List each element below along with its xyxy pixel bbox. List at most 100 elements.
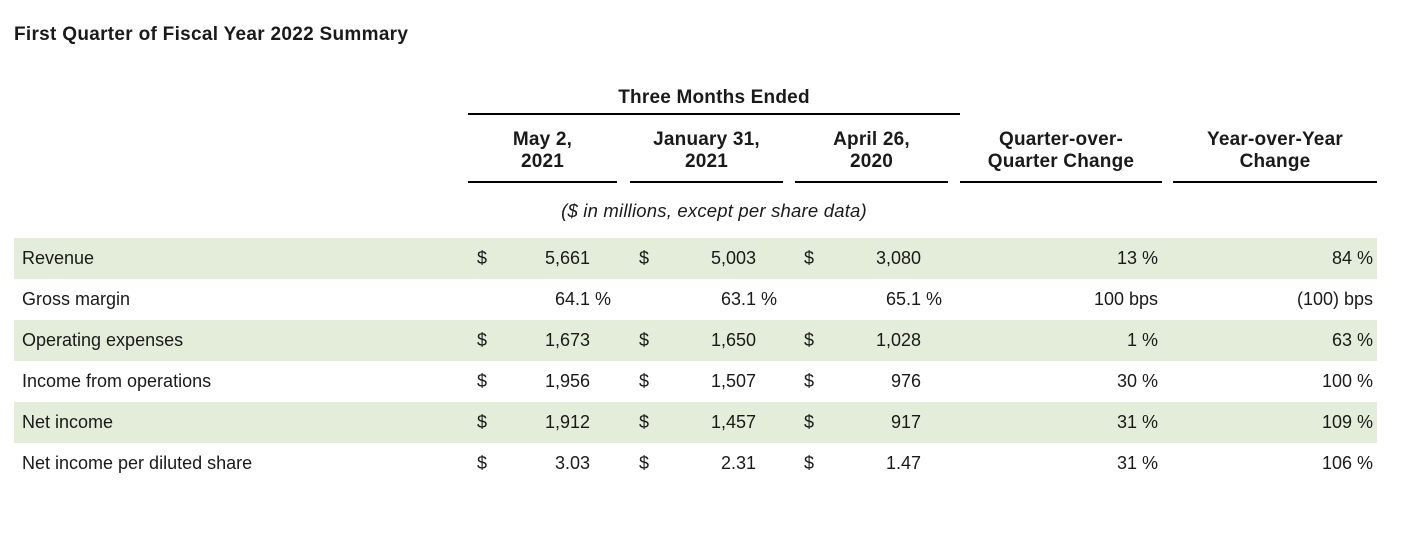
period-header-line2: 2021 xyxy=(520,151,565,172)
period-header-april-26-2020: April 26, 2020 xyxy=(795,115,948,183)
period-header-line1: May 2, xyxy=(512,129,573,150)
percent-suffix xyxy=(921,320,948,361)
value: 1,457 xyxy=(710,412,756,432)
value: 64.1 xyxy=(554,289,590,309)
value: 3.03 xyxy=(554,453,590,473)
currency-symbol: $ xyxy=(477,412,488,432)
value: 5,661 xyxy=(544,248,590,268)
unit-note: ($ in millions, except per share data) xyxy=(561,199,867,221)
currency-symbol xyxy=(468,279,498,320)
qoq-change-value: 13 % xyxy=(1116,248,1158,268)
currency-symbol: $ xyxy=(477,248,488,268)
currency-symbol xyxy=(795,279,825,320)
yoy-header-line1: Year-over-Year xyxy=(1207,129,1343,150)
table-row: Net income per diluted share $ 3.03 $ 2.… xyxy=(14,443,1377,484)
yoy-change-header: Year-over-Year Change xyxy=(1173,115,1377,183)
yoy-change-value: 84 % xyxy=(1331,248,1373,268)
summary-table: Three Months Ended May 2, 2021 January 3… xyxy=(14,83,1377,484)
percent-suffix xyxy=(921,443,948,484)
percent-suffix: % xyxy=(595,289,612,309)
unit-note-row: ($ in millions, except per share data) xyxy=(14,183,1377,238)
table-row: Gross margin 64.1 % 63.1 % 65.1 % 100 bp… xyxy=(14,279,1377,320)
currency-symbol: $ xyxy=(477,453,488,473)
percent-suffix xyxy=(590,443,617,484)
value: 5,003 xyxy=(710,248,756,268)
page-title: First Quarter of Fiscal Year 2022 Summar… xyxy=(14,24,409,45)
qoq-header-line2: Quarter Change xyxy=(987,151,1135,172)
row-label: Gross margin xyxy=(22,289,131,309)
qoq-change-value: 31 % xyxy=(1116,412,1158,432)
period-header-may-2-2021: May 2, 2021 xyxy=(468,115,617,183)
percent-suffix xyxy=(921,361,948,402)
period-header-line2: 2020 xyxy=(849,151,894,172)
table-header-columns-row: May 2, 2021 January 31, 2021 April 26, 2… xyxy=(14,115,1377,183)
currency-symbol xyxy=(630,279,660,320)
percent-suffix xyxy=(756,402,783,443)
value: 917 xyxy=(890,412,921,432)
qoq-change-value: 30 % xyxy=(1116,371,1158,391)
value: 65.1 xyxy=(885,289,921,309)
row-label: Income from operations xyxy=(22,371,212,391)
value: 63.1 xyxy=(720,289,756,309)
row-label: Revenue xyxy=(22,248,95,268)
yoy-change-value: (100) bps xyxy=(1296,289,1373,309)
group-header-three-months-ended: Three Months Ended xyxy=(468,83,960,115)
period-header-january-31-2021: January 31, 2021 xyxy=(630,115,783,183)
percent-suffix xyxy=(756,238,783,279)
qoq-header-line1: Quarter-over- xyxy=(998,129,1124,150)
currency-symbol: $ xyxy=(639,248,650,268)
value: 1,028 xyxy=(875,330,921,350)
value: 1,650 xyxy=(710,330,756,350)
percent-suffix xyxy=(756,443,783,484)
value: 1,507 xyxy=(710,371,756,391)
percent-suffix xyxy=(921,402,948,443)
percent-suffix xyxy=(921,238,948,279)
currency-symbol: $ xyxy=(639,371,650,391)
percent-suffix xyxy=(590,402,617,443)
percent-suffix xyxy=(756,320,783,361)
percent-suffix: % xyxy=(761,289,778,309)
currency-symbol: $ xyxy=(804,248,815,268)
currency-symbol: $ xyxy=(477,371,488,391)
value: 1.47 xyxy=(885,453,921,473)
currency-symbol: $ xyxy=(804,453,815,473)
period-header-line1: January 31, xyxy=(653,129,760,150)
period-header-line1: April 26, xyxy=(833,129,910,150)
value: 976 xyxy=(890,371,921,391)
currency-symbol: $ xyxy=(639,330,650,350)
row-label: Operating expenses xyxy=(22,330,184,350)
yoy-change-value: 106 % xyxy=(1321,453,1373,473)
row-label: Net income per diluted share xyxy=(22,453,253,473)
qoq-change-header: Quarter-over- Quarter Change xyxy=(960,115,1162,183)
value: 1,912 xyxy=(544,412,590,432)
qoq-change-value: 100 bps xyxy=(1093,289,1158,309)
value: 1,673 xyxy=(544,330,590,350)
percent-suffix xyxy=(590,238,617,279)
currency-symbol: $ xyxy=(804,371,815,391)
yoy-change-value: 63 % xyxy=(1331,330,1373,350)
currency-symbol: $ xyxy=(477,330,488,350)
currency-symbol: $ xyxy=(804,412,815,432)
yoy-change-value: 100 % xyxy=(1321,371,1373,391)
table-row: Income from operations $ 1,956 $ 1,507 $… xyxy=(14,361,1377,402)
table-header-group-row: Three Months Ended xyxy=(14,83,1377,115)
row-label: Net income xyxy=(22,412,114,432)
value: 1,956 xyxy=(544,371,590,391)
currency-symbol: $ xyxy=(639,453,650,473)
value: 2.31 xyxy=(720,453,756,473)
financial-summary-page: { "page": { "title": "First Quarter of F… xyxy=(0,24,1402,534)
yoy-header-line2: Change xyxy=(1239,151,1311,172)
table-row: Net income $ 1,912 $ 1,457 $ 917 31 % 10… xyxy=(14,402,1377,443)
table-row: Revenue $ 5,661 $ 5,003 $ 3,080 13 % 84 … xyxy=(14,238,1377,279)
qoq-change-value: 31 % xyxy=(1116,453,1158,473)
currency-symbol: $ xyxy=(639,412,650,432)
yoy-change-value: 109 % xyxy=(1321,412,1373,432)
currency-symbol: $ xyxy=(804,330,815,350)
table-row: Operating expenses $ 1,673 $ 1,650 $ 1,0… xyxy=(14,320,1377,361)
qoq-change-value: 1 % xyxy=(1126,330,1158,350)
percent-suffix: % xyxy=(926,289,943,309)
period-header-line2: 2021 xyxy=(684,151,729,172)
percent-suffix xyxy=(756,361,783,402)
value: 3,080 xyxy=(875,248,921,268)
percent-suffix xyxy=(590,361,617,402)
